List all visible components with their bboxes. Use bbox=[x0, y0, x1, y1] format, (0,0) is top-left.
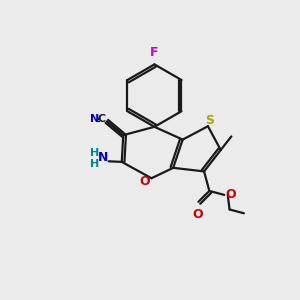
Text: H: H bbox=[90, 159, 100, 169]
Text: H: H bbox=[90, 148, 100, 158]
Text: F: F bbox=[150, 46, 159, 59]
Text: N: N bbox=[90, 114, 100, 124]
Text: O: O bbox=[225, 188, 236, 201]
Text: N: N bbox=[98, 151, 108, 164]
Text: O: O bbox=[140, 175, 150, 188]
Text: S: S bbox=[205, 114, 214, 127]
Text: O: O bbox=[192, 208, 202, 221]
Text: C: C bbox=[98, 114, 106, 124]
